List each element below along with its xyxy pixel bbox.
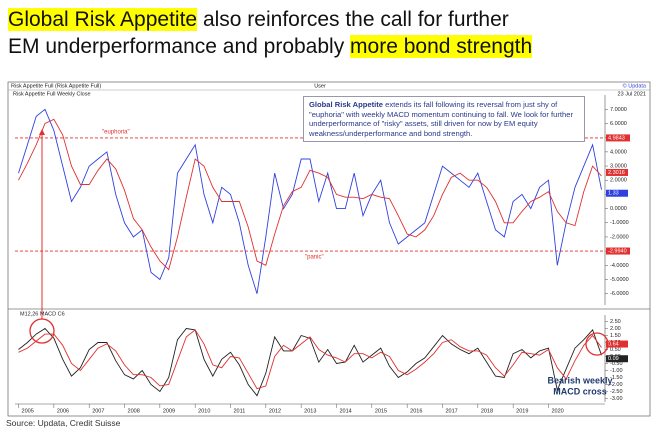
title-segment: Global Risk Appetite xyxy=(8,8,198,31)
last-tag-label: 2.3016 xyxy=(608,170,625,176)
y-tick-label: -0.50 xyxy=(610,361,623,367)
title-segment: more bond strength xyxy=(350,35,533,58)
title-segment: also reinforces the call for further xyxy=(197,8,509,31)
x-tick-label: 2010 xyxy=(198,408,210,414)
callout-line: Bearish weekly xyxy=(547,375,612,385)
y-tick-label: -5.0000 xyxy=(610,277,629,283)
last-tag xyxy=(606,355,628,363)
x-tick-label: 2017 xyxy=(445,408,457,414)
header-right: © Updata xyxy=(623,82,647,89)
x-tick-label: 2012 xyxy=(269,408,281,414)
x-tick-label: 2013 xyxy=(304,408,316,414)
y-tick-label: 0.50 xyxy=(610,347,621,353)
callout-line: MACD cross xyxy=(553,386,607,396)
x-tick-label: 2015 xyxy=(375,408,387,414)
last-tag-label: 0.64 xyxy=(608,341,619,347)
x-tick-label: 2008 xyxy=(128,408,140,414)
level-text: "panic" xyxy=(305,255,324,261)
header-center: User xyxy=(314,83,326,89)
y-tick-label: -2.00 xyxy=(610,382,623,388)
x-tick-label: 2019 xyxy=(516,408,528,414)
header-left: Risk Appetite Full (Risk Appetite Full) xyxy=(11,83,101,89)
last-tag xyxy=(606,340,628,348)
y-tick-label: -3.00 xyxy=(610,396,623,402)
last-tag xyxy=(606,189,628,197)
level-tag xyxy=(606,247,630,255)
x-tick-label: 2014 xyxy=(339,408,351,414)
y-tick-label: -1.00 xyxy=(610,368,623,374)
level-text: "euphoria" xyxy=(102,129,130,135)
x-tick-label: 2016 xyxy=(410,408,422,414)
y-tick-label: 3.0000 xyxy=(610,164,627,170)
y-tick-label: 2.50 xyxy=(610,319,621,325)
level-tag xyxy=(606,134,630,142)
x-tick-label: 2007 xyxy=(92,408,104,414)
y-tick-label: -2.50 xyxy=(610,389,623,395)
last-tag-label: 1.33 xyxy=(608,191,619,197)
x-tick-label: 2006 xyxy=(57,408,69,414)
last-tag-label: 0.09 xyxy=(608,356,619,362)
y-tick-label: -2.0000 xyxy=(610,234,629,240)
slide-title: Global Risk Appetite also reinforces the… xyxy=(8,6,533,60)
note-segment: extends its fall following its reversal … xyxy=(309,100,573,138)
y-tick-label: 6.0000 xyxy=(610,121,627,127)
x-tick-label: 2020 xyxy=(551,408,563,414)
x-tick-label: 2018 xyxy=(481,408,493,414)
x-tick-label: 2005 xyxy=(22,408,34,414)
y-tick-label: 0.0000 xyxy=(610,206,627,212)
y-tick-label: -4.0000 xyxy=(610,263,629,269)
series-line xyxy=(18,329,602,390)
x-tick-label: 2009 xyxy=(163,408,175,414)
date: 23 Jul 2021 xyxy=(618,91,646,97)
y-tick-label: 1.50 xyxy=(610,333,621,339)
title-line: Global Risk Appetite also reinforces the… xyxy=(8,6,532,33)
title-segment: EM underperformance and probably xyxy=(8,35,351,58)
y-tick-label: 7.0000 xyxy=(610,107,627,113)
note-segment: Global Risk Appetite xyxy=(309,100,383,109)
level-tag-label: -2.9940 xyxy=(608,248,627,254)
highlight-circle xyxy=(585,332,609,356)
title-line: EM underperformance and probably more bo… xyxy=(8,33,533,60)
y-tick-label: 4.0000 xyxy=(610,149,627,155)
y-tick-label: 2.0000 xyxy=(610,178,627,184)
upper-title: Risk Appetite Full Weekly Close xyxy=(13,91,91,97)
highlight-circle xyxy=(29,318,55,344)
y-tick-label: -6.0000 xyxy=(610,291,629,297)
level-tag-label: 4.9843 xyxy=(608,135,625,141)
y-tick-label: -1.0000 xyxy=(610,220,629,226)
chart-frame xyxy=(7,81,651,417)
source: Source: Updata, Credit Suisse xyxy=(6,418,121,428)
annotation-box: Global Risk Appetite extends its fall fo… xyxy=(303,96,585,142)
series-line xyxy=(18,108,602,294)
x-tick-label: 2011 xyxy=(234,408,246,414)
series-line xyxy=(18,327,602,397)
y-tick-label: -1.50 xyxy=(610,375,623,381)
y-tick-label: 2.00 xyxy=(610,326,621,332)
last-tag xyxy=(606,168,628,176)
series-line xyxy=(18,118,602,271)
